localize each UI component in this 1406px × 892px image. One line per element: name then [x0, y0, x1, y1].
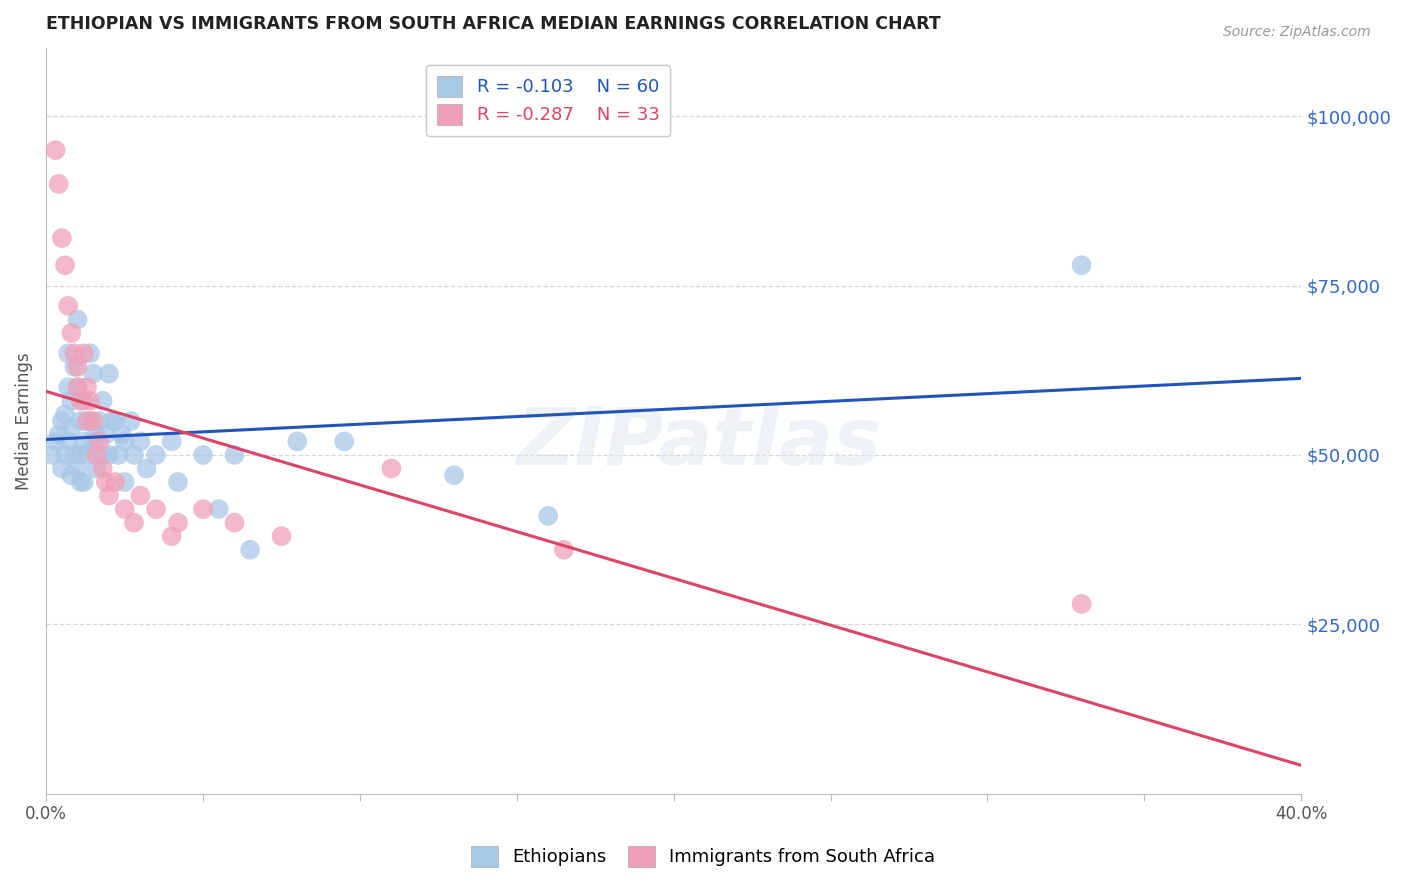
Point: [69, 414, 91, 428]
Point: [537, 508, 560, 523]
Point: [167, 475, 190, 489]
Point: [94, 427, 117, 442]
Point: [45, 434, 67, 449]
Point: [1070, 597, 1092, 611]
Point: [66, 461, 89, 475]
Point: [104, 475, 127, 489]
Point: [333, 434, 356, 449]
Point: [56, 434, 79, 449]
Point: [239, 542, 262, 557]
Point: [48, 177, 70, 191]
Point: [443, 468, 465, 483]
Point: [191, 448, 214, 462]
Point: [82, 414, 104, 428]
Point: [76, 448, 98, 462]
Point: [51, 461, 73, 475]
Point: [97, 367, 120, 381]
Text: ZIPatlas: ZIPatlas: [516, 404, 882, 483]
Point: [145, 448, 167, 462]
Point: [1070, 258, 1092, 272]
Point: [66, 359, 89, 374]
Point: [122, 516, 145, 530]
Point: [56, 346, 79, 360]
Point: [63, 359, 86, 374]
Point: [114, 434, 136, 449]
Point: [86, 461, 108, 475]
Point: [76, 414, 98, 428]
Point: [86, 448, 108, 462]
Point: [101, 414, 124, 428]
Point: [60, 326, 83, 340]
Point: [110, 427, 132, 442]
Point: [167, 516, 190, 530]
Point: [45, 143, 67, 157]
Point: [160, 529, 183, 543]
Point: [94, 475, 117, 489]
Point: [270, 529, 292, 543]
Point: [114, 475, 136, 489]
Point: [66, 380, 89, 394]
Point: [53, 258, 76, 272]
Point: [104, 414, 127, 428]
Point: [224, 516, 246, 530]
Point: [285, 434, 308, 449]
Point: [60, 393, 83, 408]
Legend: Ethiopians, Immigrants from South Africa: Ethiopians, Immigrants from South Africa: [464, 838, 942, 874]
Point: [91, 461, 114, 475]
Point: [63, 448, 86, 462]
Point: [76, 414, 98, 428]
Point: [66, 312, 89, 326]
Point: [208, 502, 231, 516]
Point: [69, 393, 91, 408]
Point: [51, 414, 73, 428]
Point: [224, 448, 246, 462]
Point: [66, 380, 89, 394]
Point: [129, 489, 152, 503]
Point: [53, 407, 76, 421]
Point: [48, 427, 70, 442]
Point: [79, 393, 101, 408]
Point: [60, 468, 83, 483]
Point: [135, 461, 157, 475]
Point: [107, 448, 129, 462]
Point: [56, 299, 79, 313]
Point: [73, 475, 96, 489]
Text: ETHIOPIAN VS IMMIGRANTS FROM SOUTH AFRICA MEDIAN EARNINGS CORRELATION CHART: ETHIOPIAN VS IMMIGRANTS FROM SOUTH AFRIC…: [46, 15, 941, 33]
Point: [91, 448, 114, 462]
Point: [160, 434, 183, 449]
Text: Source: ZipAtlas.com: Source: ZipAtlas.com: [1223, 25, 1371, 39]
Point: [73, 434, 96, 449]
Point: [114, 502, 136, 516]
Point: [89, 434, 111, 449]
Y-axis label: Median Earnings: Median Earnings: [15, 352, 32, 490]
Point: [56, 380, 79, 394]
Point: [89, 414, 111, 428]
Point: [79, 414, 101, 428]
Point: [69, 475, 91, 489]
Point: [82, 434, 104, 449]
Point: [60, 421, 83, 435]
Point: [73, 393, 96, 408]
Point: [63, 346, 86, 360]
Point: [51, 231, 73, 245]
Legend: R = -0.103    N = 60, R = -0.287    N = 33: R = -0.103 N = 60, R = -0.287 N = 33: [426, 65, 671, 136]
Point: [145, 502, 167, 516]
Point: [79, 346, 101, 360]
Point: [91, 393, 114, 408]
Point: [191, 502, 214, 516]
Point: [73, 346, 96, 360]
Point: [97, 448, 120, 462]
Point: [553, 542, 575, 557]
Point: [97, 489, 120, 503]
Point: [122, 448, 145, 462]
Point: [53, 448, 76, 462]
Point: [380, 461, 402, 475]
Point: [76, 380, 98, 394]
Point: [82, 367, 104, 381]
Point: [86, 427, 108, 442]
Point: [41, 448, 63, 462]
Point: [120, 414, 142, 428]
Point: [69, 448, 91, 462]
Point: [129, 434, 152, 449]
